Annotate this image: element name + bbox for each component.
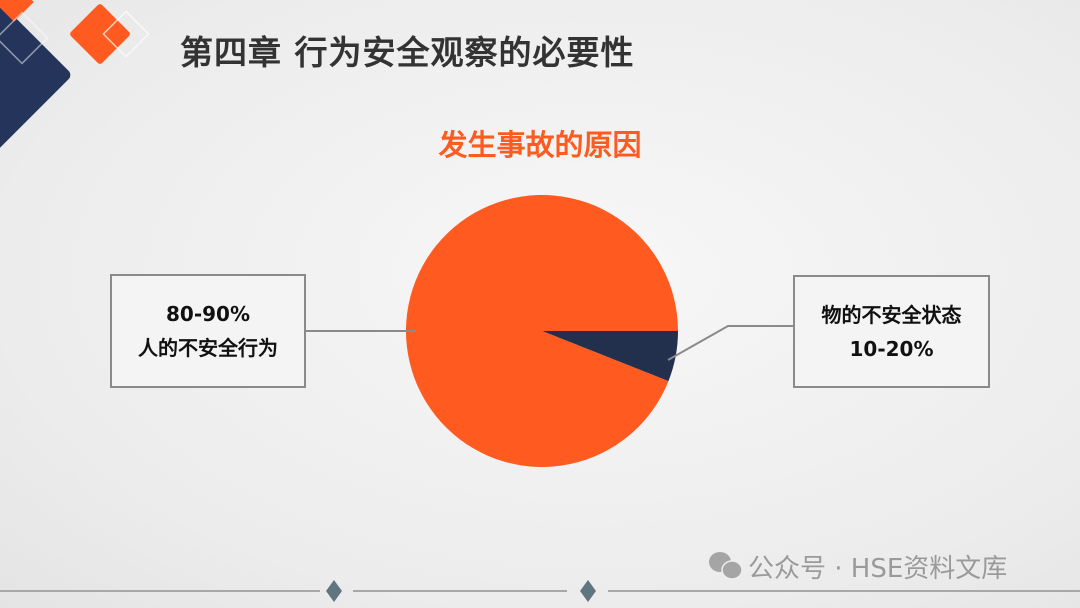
decor-navy-diamond	[0, 0, 71, 151]
pie-slice-human-behavior	[406, 194, 678, 467]
pie-slice-object-state	[542, 331, 678, 382]
leader-line-right	[667, 325, 793, 361]
slide-title: 第四章 行为安全观察的必要性	[180, 33, 635, 72]
decor-diamonds	[0, 0, 150, 151]
wechat-icon	[709, 552, 743, 580]
pie-chart	[406, 194, 678, 467]
chart-title: 发生事故的原因	[438, 128, 642, 162]
label-box-human: 80-90% 人的不安全行为	[110, 274, 306, 388]
label-text: 物的不安全状态	[821, 302, 962, 327]
decor-orange-small	[0, 0, 34, 22]
decor-orange-diamond	[70, 4, 130, 64]
footer-decor	[0, 580, 1080, 602]
footer-diamond	[326, 580, 342, 602]
decor-outline-diamond-2	[0, 11, 49, 65]
label-text: 人的不安全行为	[138, 336, 278, 360]
decor-outline-diamond	[102, 10, 150, 58]
label-box-object: 物的不安全状态 10-20%	[793, 275, 990, 388]
label-percent: 10-20%	[849, 336, 934, 361]
footer-diamond	[580, 580, 596, 602]
watermark: 公众号 · HSE资料文库	[748, 554, 1008, 584]
label-percent: 80-90%	[165, 302, 250, 326]
